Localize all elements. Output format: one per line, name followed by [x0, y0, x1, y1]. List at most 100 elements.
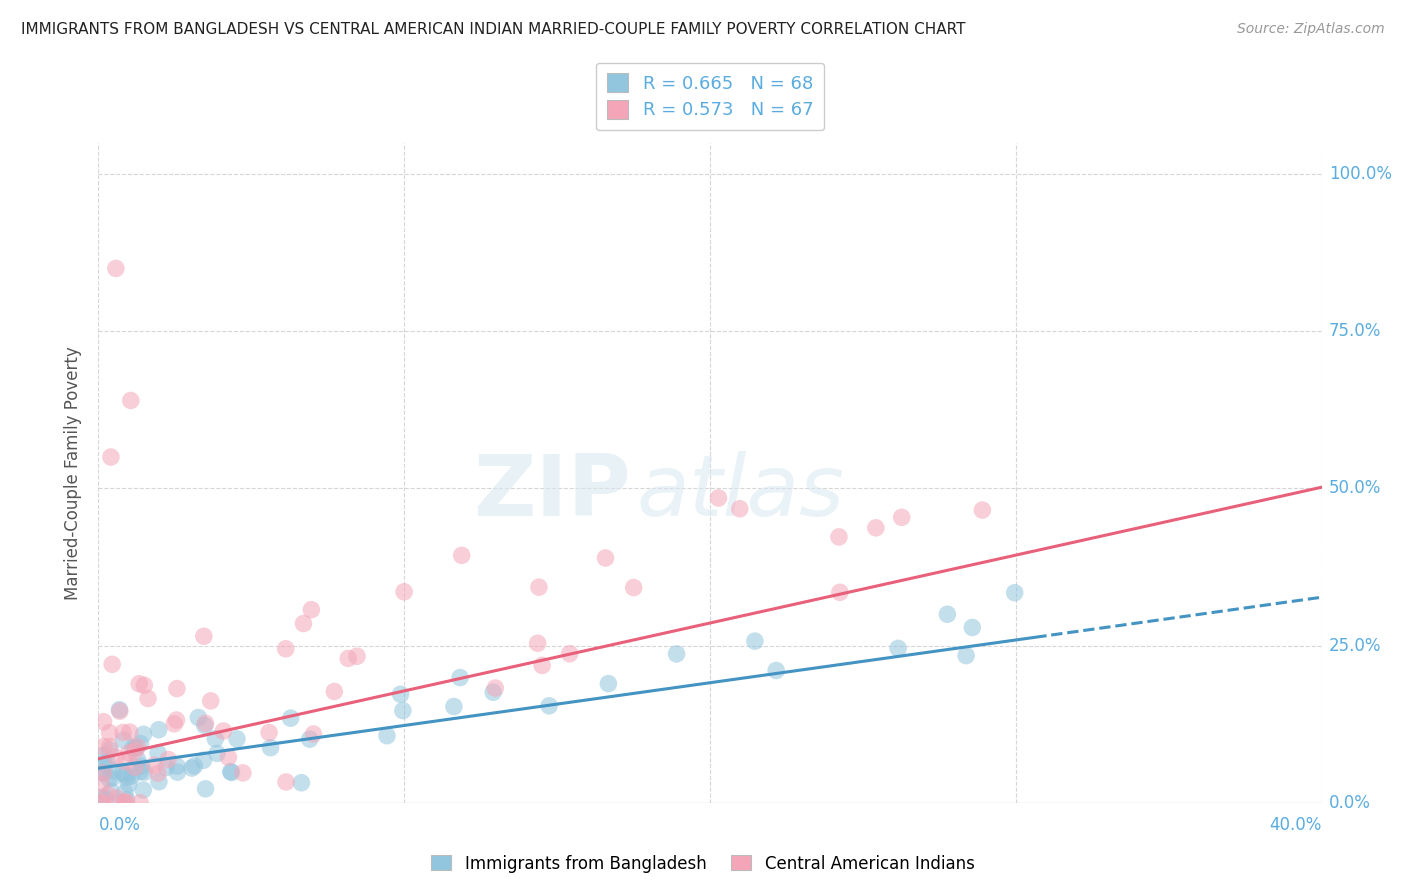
Point	[94, 791, 117, 805]
Point	[134, 678, 156, 692]
Point	[865, 521, 887, 535]
Point	[90, 777, 112, 791]
Point	[972, 503, 994, 517]
Point	[134, 765, 156, 780]
Point	[100, 450, 122, 464]
Text: 40.0%: 40.0%	[1270, 816, 1322, 834]
Text: 100.0%: 100.0%	[1329, 165, 1392, 183]
Point	[217, 750, 239, 764]
Point	[91, 766, 114, 780]
Point	[259, 740, 281, 755]
Point	[104, 750, 127, 764]
Point	[280, 711, 302, 725]
Point	[131, 759, 153, 773]
Point	[828, 530, 851, 544]
Point	[117, 777, 139, 791]
Point	[449, 671, 471, 685]
Point	[114, 796, 136, 810]
Point	[219, 764, 242, 779]
Point	[90, 796, 112, 810]
Point	[346, 649, 368, 664]
Point	[558, 647, 581, 661]
Point	[890, 510, 912, 524]
Point	[128, 677, 150, 691]
Point	[526, 636, 548, 650]
Point	[115, 770, 138, 784]
Point	[323, 684, 346, 698]
Point	[299, 602, 322, 616]
Text: ZIP: ZIP	[472, 451, 630, 534]
Point	[98, 725, 121, 739]
Point	[728, 501, 751, 516]
Point	[93, 766, 115, 780]
Point	[221, 765, 243, 780]
Point	[443, 699, 465, 714]
Point	[257, 725, 280, 739]
Point	[166, 681, 188, 696]
Point	[163, 716, 186, 731]
Point	[136, 691, 159, 706]
Point	[204, 731, 226, 746]
Point	[707, 491, 730, 505]
Point	[97, 788, 120, 802]
Point	[112, 725, 135, 739]
Point	[482, 685, 505, 699]
Text: 0.0%: 0.0%	[98, 816, 141, 834]
Point	[1004, 585, 1026, 599]
Text: Source: ZipAtlas.com: Source: ZipAtlas.com	[1237, 22, 1385, 37]
Point	[392, 704, 415, 718]
Point	[828, 585, 851, 599]
Point	[90, 796, 112, 810]
Text: 25.0%: 25.0%	[1329, 637, 1381, 655]
Point	[98, 772, 121, 786]
Text: 75.0%: 75.0%	[1329, 322, 1381, 341]
Point	[166, 759, 188, 773]
Point	[194, 718, 217, 732]
Point	[193, 629, 215, 643]
Point	[887, 641, 910, 656]
Point	[274, 641, 297, 656]
Point	[127, 753, 149, 767]
Point	[148, 723, 170, 737]
Point	[120, 393, 142, 408]
Point	[115, 795, 138, 809]
Point	[392, 584, 415, 599]
Point	[962, 620, 984, 634]
Point	[292, 616, 315, 631]
Point	[598, 676, 620, 690]
Point	[112, 733, 135, 747]
Point	[114, 785, 136, 799]
Point	[337, 651, 360, 665]
Point	[90, 790, 112, 805]
Point	[302, 727, 325, 741]
Point	[194, 716, 217, 731]
Point	[226, 731, 249, 746]
Point	[180, 761, 202, 775]
Point	[124, 744, 146, 758]
Point	[146, 746, 169, 760]
Point	[232, 765, 254, 780]
Point	[93, 748, 115, 763]
Point	[389, 687, 412, 701]
Point	[148, 774, 170, 789]
Point	[129, 764, 152, 779]
Text: 50.0%: 50.0%	[1329, 480, 1381, 498]
Point	[187, 710, 209, 724]
Point	[93, 714, 115, 729]
Point	[531, 658, 554, 673]
Point	[146, 766, 169, 780]
Point	[98, 743, 121, 757]
Point	[450, 549, 472, 563]
Point	[91, 765, 114, 780]
Text: 0.0%: 0.0%	[1329, 794, 1371, 812]
Point	[665, 647, 688, 661]
Point	[375, 729, 398, 743]
Point	[96, 756, 118, 770]
Point	[108, 704, 131, 718]
Point	[744, 634, 766, 648]
Point	[955, 648, 977, 663]
Point	[166, 713, 188, 727]
Point	[100, 784, 122, 798]
Point	[111, 765, 134, 780]
Point	[205, 747, 228, 761]
